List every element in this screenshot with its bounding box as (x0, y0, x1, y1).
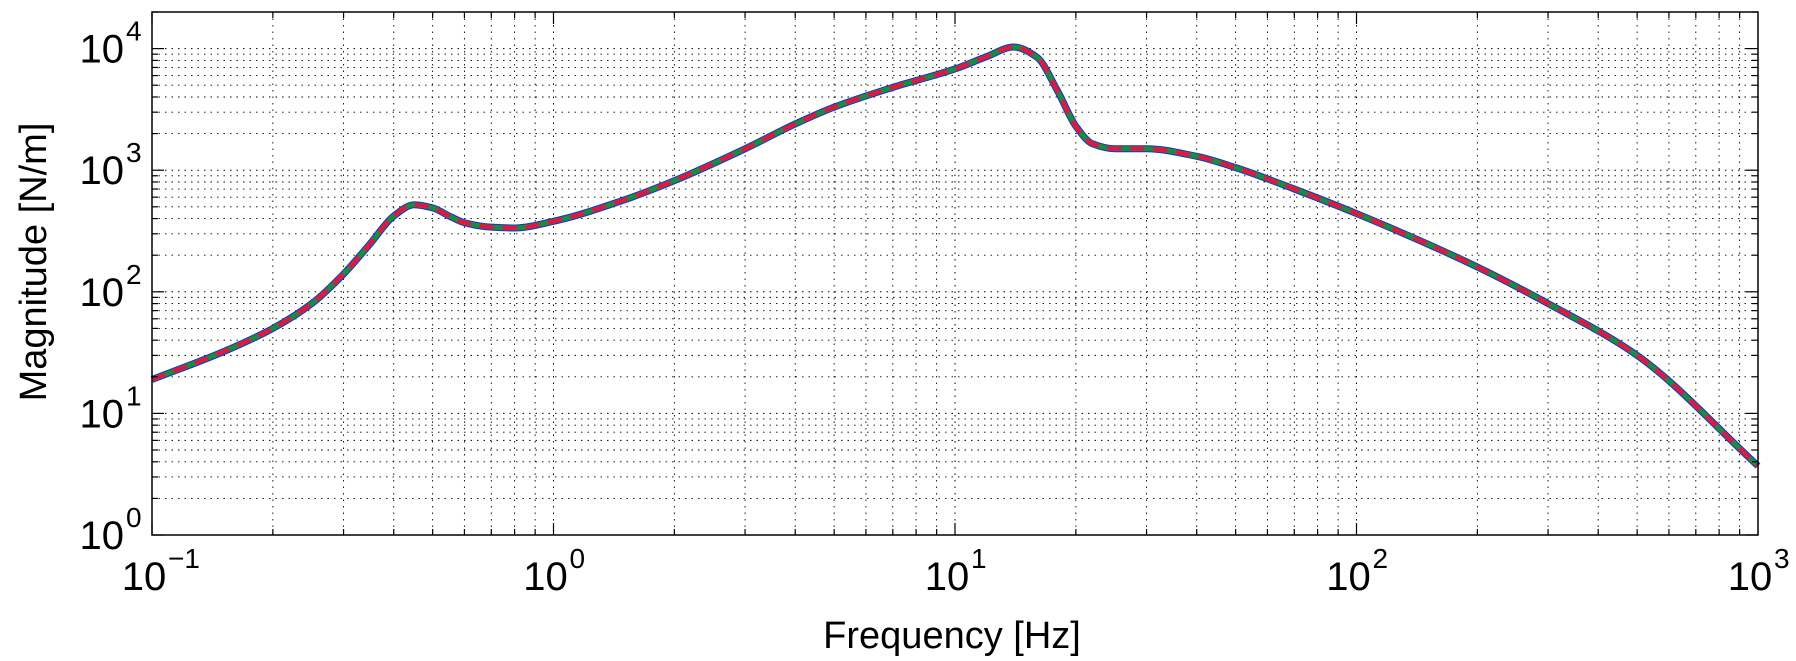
y-tick-label: 10 3 (80, 137, 142, 193)
y-tick-label-exponent: 0 (126, 502, 142, 533)
y-tick-label-base: 10 (80, 149, 125, 193)
x-tick-label: 10 −1 (122, 543, 200, 599)
y-tick-label-exponent: 2 (126, 259, 142, 290)
x-tick-label-base: 10 (122, 555, 167, 599)
x-tick-label-base: 10 (1326, 555, 1371, 599)
x-tick-label-base: 10 (1728, 555, 1773, 599)
x-tick-label-exponent: 2 (1373, 543, 1389, 574)
x-tick-label-exponent: 1 (971, 543, 987, 574)
minor-grid (152, 11, 1758, 535)
y-tick-label-exponent: 3 (126, 137, 142, 168)
y-tick-label-exponent: 4 (126, 16, 142, 47)
series-line-3 (151, 45, 1760, 468)
tick-marks (151, 11, 1758, 536)
x-tick-label: 10 1 (925, 543, 987, 599)
x-tick-label-base: 10 (925, 555, 970, 599)
x-tick-label: 10 0 (523, 543, 585, 599)
x-tick-label-exponent: 3 (1774, 543, 1790, 574)
y-tick-label: 10 4 (80, 16, 142, 72)
x-axis-label: Frequency [Hz] (823, 615, 1081, 657)
y-tick-label: 10 2 (80, 259, 142, 315)
y-axis-label: Magnitude [N/m] (13, 123, 55, 402)
y-tick-label-base: 10 (80, 392, 125, 436)
y-tick-label-base: 10 (80, 514, 125, 558)
y-tick-label-base: 10 (80, 271, 125, 315)
x-tick-label: 10 3 (1728, 543, 1790, 599)
x-tick-label-exponent: −1 (168, 543, 200, 574)
y-tick-label-exponent: 1 (126, 380, 142, 411)
x-tick-label: 10 2 (1326, 543, 1388, 599)
x-tick-label-exponent: 0 (570, 543, 586, 574)
x-tick-label-base: 10 (523, 555, 568, 599)
y-tick-label-base: 10 (80, 28, 125, 72)
series-layer (150, 43, 1761, 469)
y-tick-label: 10 1 (80, 380, 142, 436)
x-tick-labels: 10 −1 10 0 10 1 10 2 10 3 (122, 543, 1790, 599)
y-tick-label: 10 0 (80, 502, 142, 558)
